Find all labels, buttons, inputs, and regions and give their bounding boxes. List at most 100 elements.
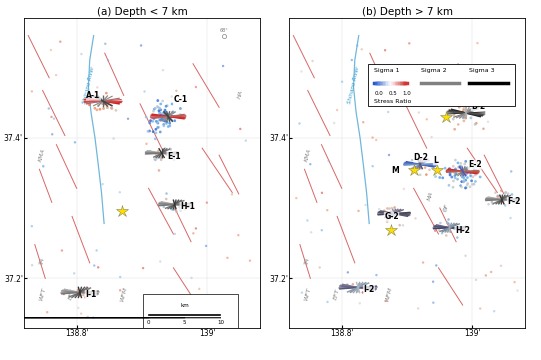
Point [419,260,427,265]
Point [502,196,511,202]
Point [466,184,474,190]
Point [453,176,462,182]
Point [195,286,203,292]
Point [76,292,84,298]
Point [454,109,463,115]
Point [149,129,157,135]
Point [487,269,496,275]
Point [458,174,467,180]
Point [100,98,109,104]
Point [83,314,92,320]
Point [423,116,431,122]
Point [454,122,463,127]
Point [473,40,482,46]
Point [155,114,163,120]
Point [153,155,161,161]
Point [308,58,317,64]
Point [154,148,162,154]
Point [457,184,466,190]
Point [236,126,245,132]
Point [463,182,471,188]
Text: KMA: KMA [38,148,47,162]
Point [472,277,480,283]
Point [157,149,166,155]
Point [507,197,516,202]
Point [79,292,88,298]
Point [368,163,377,169]
Point [192,225,200,231]
Point [156,113,164,118]
Point [429,279,438,284]
Point [464,169,473,175]
Point [446,172,454,178]
Point [149,310,158,315]
Point [497,199,506,204]
Point [502,190,510,195]
Text: 5: 5 [183,320,186,325]
Point [451,171,460,177]
Text: km: km [180,303,189,308]
Text: E-1: E-1 [167,152,181,161]
Point [228,192,236,197]
Point [157,113,166,119]
Point [441,227,450,233]
Point [425,167,434,173]
Point [463,170,471,176]
Point [451,157,460,163]
Point [93,107,101,113]
Point [241,138,250,144]
Point [156,105,164,111]
Point [52,72,61,78]
Point [421,158,430,163]
Point [161,109,169,114]
Point [156,107,165,113]
Point [168,117,176,123]
Point [476,306,485,311]
Point [91,98,100,103]
Point [155,113,164,119]
Point [383,206,392,211]
Point [87,98,96,103]
Point [306,161,315,167]
Point [414,158,423,163]
Point [381,48,390,53]
Point [361,202,370,208]
Point [156,258,164,264]
Point [28,262,36,268]
Point [445,183,453,188]
Point [435,228,444,233]
Point [101,41,110,47]
Point [410,167,418,172]
Point [399,186,408,192]
Point [423,156,432,162]
Point [450,170,459,175]
Text: MA: MA [427,191,434,201]
Point [93,248,101,253]
Point [70,270,78,276]
Point [104,58,113,63]
Point [181,206,189,212]
Point [493,193,502,199]
Point [431,174,440,179]
Point [449,178,458,184]
Point [153,120,162,125]
Point [438,230,446,236]
Point [470,181,478,187]
Point [93,85,102,90]
Point [324,158,333,164]
Point [103,105,112,111]
Point [167,113,176,119]
Point [457,163,466,169]
Point [170,157,179,162]
Point [411,169,419,175]
Point [246,258,254,264]
Point [461,158,470,164]
Point [416,172,425,177]
Point [468,181,477,187]
Point [438,175,447,181]
Point [461,165,470,171]
Point [96,100,105,105]
Point [155,108,163,114]
Point [318,227,326,233]
Point [150,116,159,121]
